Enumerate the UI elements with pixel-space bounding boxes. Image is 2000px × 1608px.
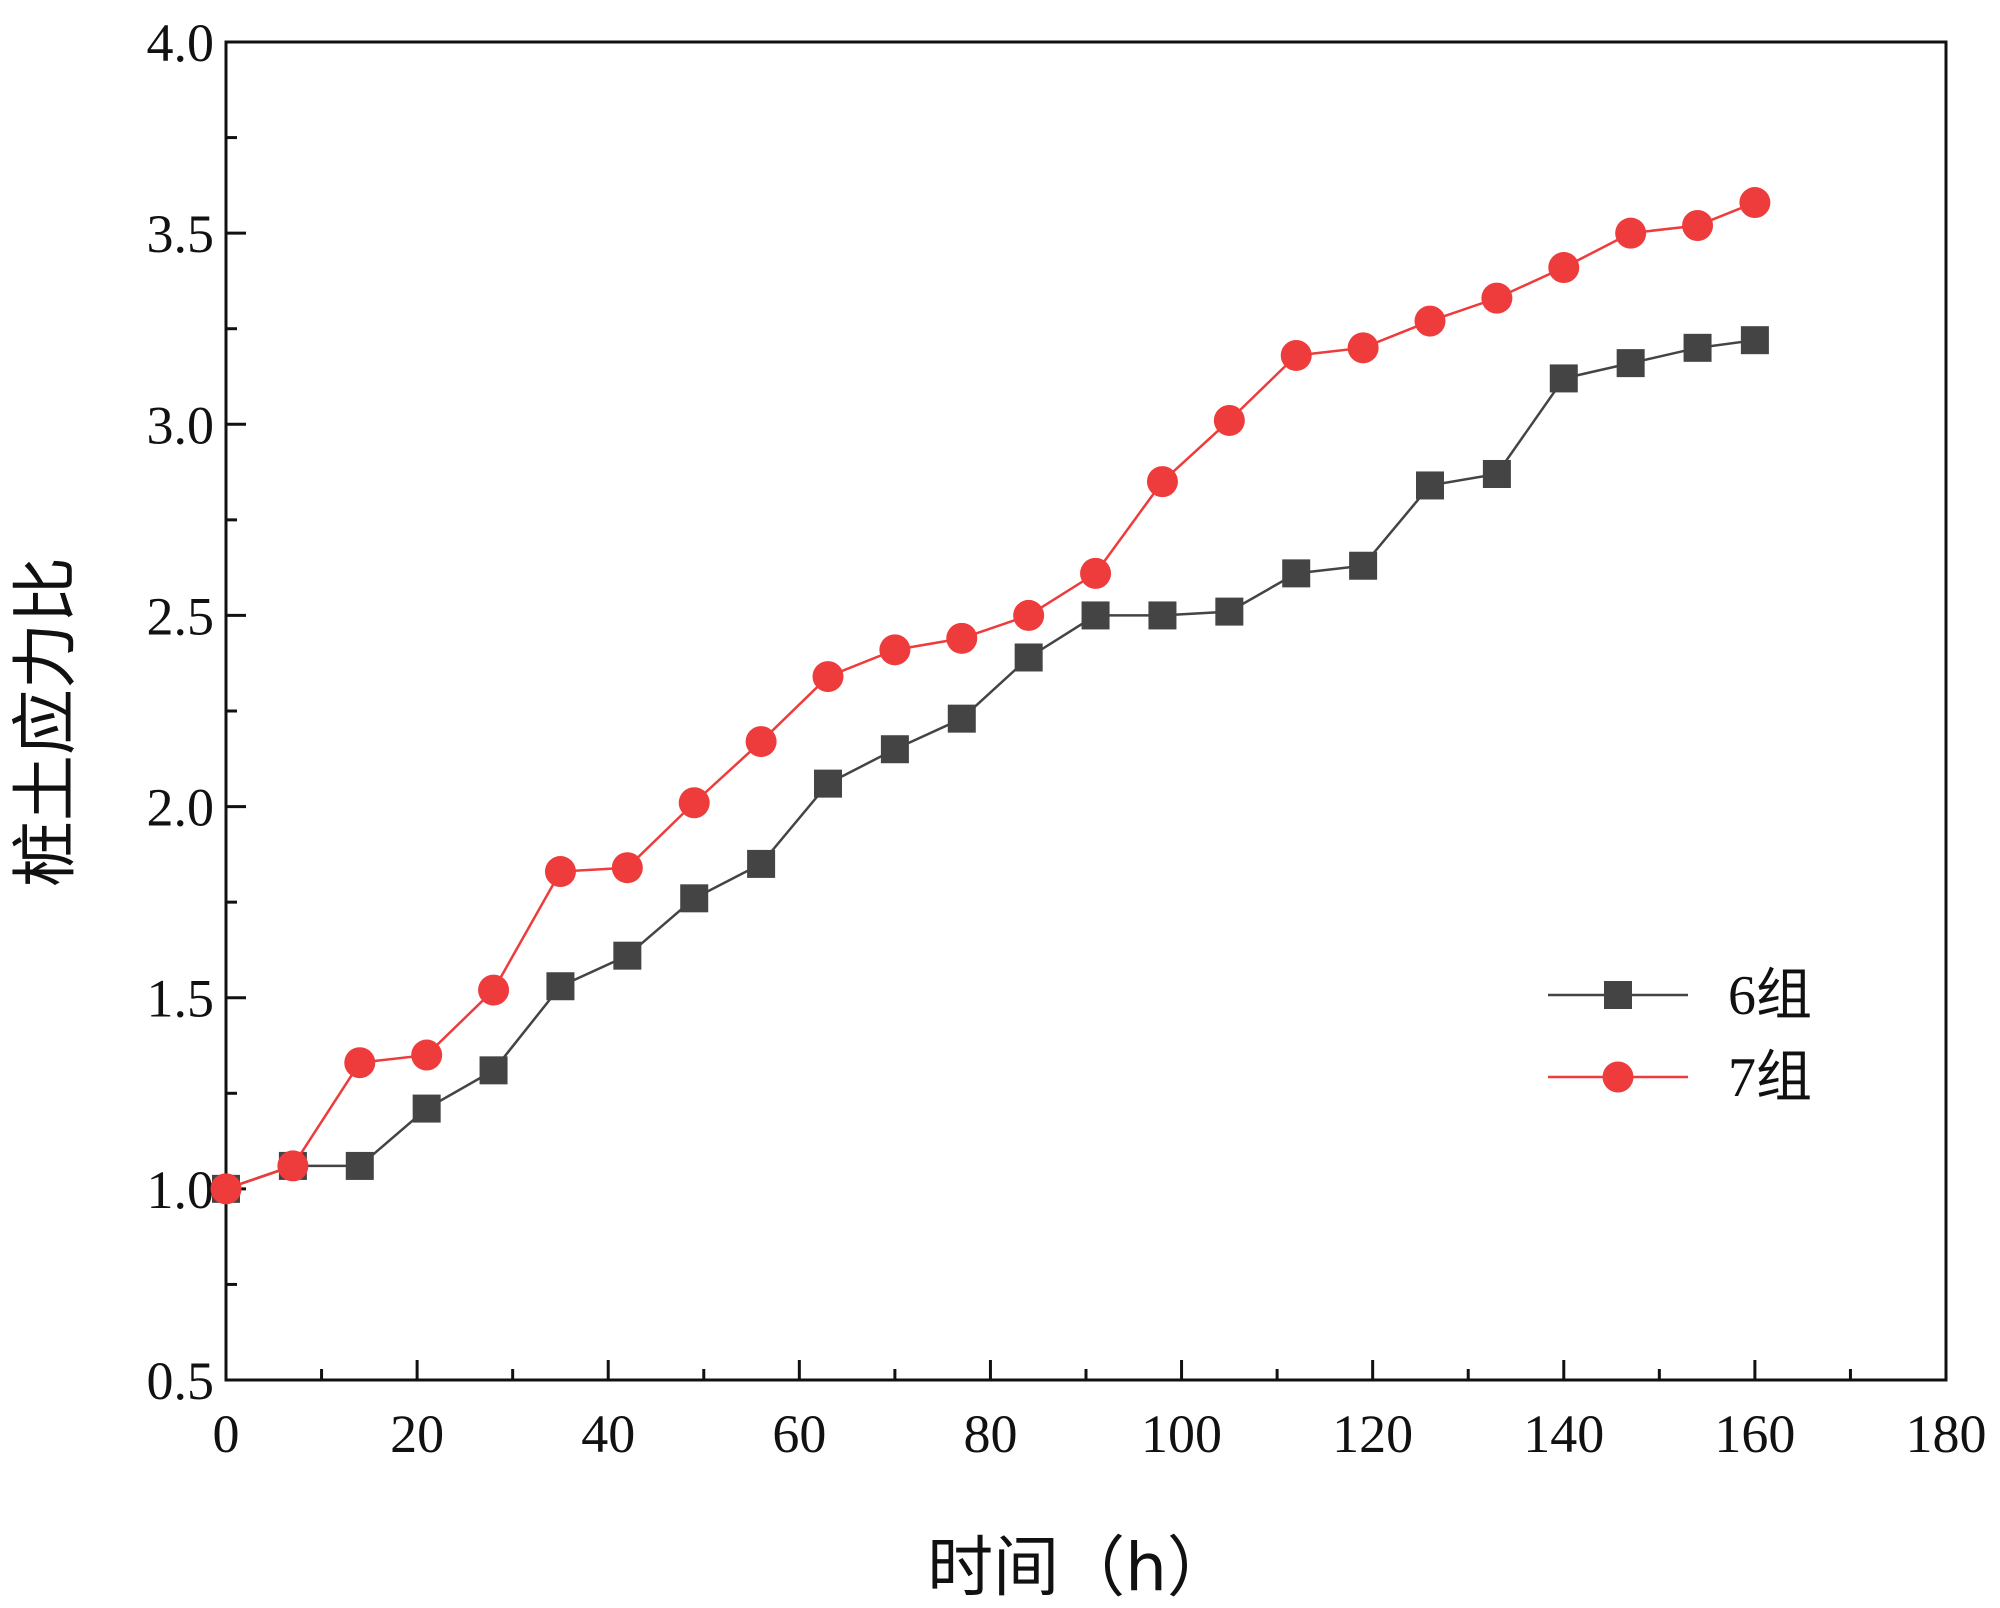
circle-marker — [1481, 282, 1513, 314]
square-marker — [1148, 601, 1177, 630]
square-marker — [613, 941, 642, 970]
x-tick-label: 120 — [1332, 1404, 1413, 1464]
circle-marker — [210, 1173, 242, 1205]
square-marker — [1349, 551, 1378, 580]
circle-marker — [812, 661, 844, 693]
y-tick-label: 2.5 — [147, 586, 215, 646]
square-marker — [947, 704, 976, 733]
square-marker — [1282, 559, 1311, 588]
square-marker — [1416, 471, 1444, 500]
square-marker — [1081, 601, 1110, 630]
legend-label: 7组 — [1728, 1047, 1812, 1109]
circle-marker — [1213, 404, 1245, 436]
x-tick-label: 80 — [963, 1404, 1017, 1464]
square-marker — [546, 972, 575, 1001]
square-marker — [880, 735, 909, 764]
x-axis-title: 时间（h） — [927, 1529, 1233, 1606]
axes: 0 20 40 60 80 100 120 140 160 180 0.5 1.0 1.5 2.0 2.5 3… — [147, 13, 1987, 1464]
x-tick-label: 140 — [1523, 1404, 1604, 1464]
square-marker — [1014, 643, 1043, 672]
circle-marker — [344, 1047, 376, 1079]
square-marker — [1482, 459, 1511, 488]
circle-marker — [478, 974, 510, 1006]
square-marker — [412, 1094, 441, 1123]
series-layer — [210, 187, 1771, 1205]
circle-marker — [1615, 217, 1647, 249]
legend-square-marker — [1604, 981, 1632, 1009]
circle-marker — [411, 1039, 443, 1071]
circle-marker — [1347, 332, 1379, 364]
circle-marker — [1548, 252, 1580, 284]
y-tick-label: 3.5 — [147, 204, 215, 264]
y-tick-label: 0.5 — [147, 1351, 215, 1411]
legend-item-2: 7组 — [1548, 1047, 1812, 1109]
y-tick-label: 2.0 — [147, 778, 215, 838]
y-tick-label: 3.0 — [147, 395, 215, 455]
series-line — [225, 201, 1756, 1191]
circle-marker — [611, 852, 643, 884]
square-marker — [1616, 349, 1645, 378]
x-tick-label: 100 — [1141, 1404, 1222, 1464]
square-marker — [1549, 364, 1578, 393]
x-tick-label: 0 — [213, 1404, 240, 1464]
x-tick-label: 60 — [772, 1404, 826, 1464]
circle-marker — [1013, 599, 1045, 631]
square-marker — [1215, 597, 1244, 626]
circle-marker — [1146, 466, 1178, 498]
legend-circle-marker — [1602, 1061, 1634, 1093]
circle-marker — [879, 634, 911, 666]
y-tick-label: 1.0 — [147, 1160, 215, 1220]
x-tick-label: 160 — [1714, 1404, 1795, 1464]
circle-marker — [1739, 187, 1771, 219]
circle-marker — [1414, 305, 1446, 337]
square-marker — [747, 849, 776, 878]
series-line — [225, 338, 1756, 1191]
circle-marker — [544, 856, 576, 888]
circle-marker — [1080, 557, 1112, 589]
legend-item-1: 6组 — [1548, 965, 1812, 1027]
square-marker — [680, 884, 709, 913]
circle-marker — [1280, 339, 1312, 371]
circle-marker — [277, 1150, 309, 1182]
legend-label: 6组 — [1728, 965, 1812, 1027]
y-tick-label: 4.0 — [147, 13, 215, 73]
square-marker — [814, 769, 842, 798]
series-1 — [212, 326, 1769, 1203]
circle-marker — [678, 787, 710, 819]
y-tick-label: 1.5 — [147, 969, 215, 1029]
plot-frame — [224, 40, 1948, 1382]
square-marker — [345, 1151, 374, 1180]
circle-marker — [745, 726, 777, 758]
x-tick-label: 20 — [390, 1404, 444, 1464]
square-marker — [1740, 326, 1769, 355]
series-2 — [210, 187, 1771, 1205]
circle-marker — [946, 622, 978, 654]
y-axis-title: 桩土应力比 — [7, 557, 84, 887]
circle-marker — [1682, 209, 1714, 241]
square-marker — [1683, 333, 1712, 362]
x-tick-label: 180 — [1906, 1404, 1987, 1464]
square-marker — [479, 1056, 508, 1085]
x-tick-label: 40 — [581, 1404, 635, 1464]
